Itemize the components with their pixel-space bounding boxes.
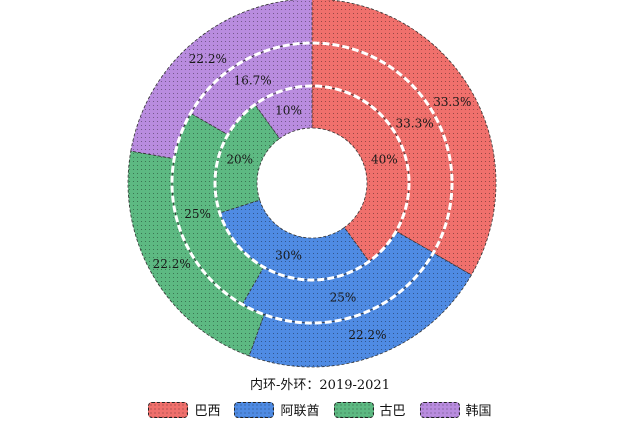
- slice-label-inner-cuba: 20%: [226, 153, 253, 167]
- legend-label-cuba: 古巴: [379, 404, 406, 419]
- slice-label-middle-cuba: 25%: [184, 207, 211, 221]
- legend-label-uae: 阿联酋: [280, 404, 320, 419]
- slice-label-outer-korea: 22.2%: [189, 52, 227, 66]
- legend-item-cuba: 古巴: [333, 400, 406, 419]
- legend: 巴西 阿联酋 古巴 韩国: [0, 400, 640, 419]
- slice-label-inner-uae: 30%: [275, 248, 302, 262]
- slice-label-outer-uae: 22.2%: [348, 328, 386, 342]
- slice-label-outer-cuba: 22.2%: [153, 257, 191, 271]
- donut-chart: 40% 30% 20% 10% 33.3% 25% 25% 16.7% 33.3% 22.2% 22…: [127, 0, 497, 368]
- slice-label-outer-brazil: 33.3%: [433, 95, 471, 109]
- legend-swatch-uae: [234, 401, 275, 418]
- chart-title: 内环-外环：2019-2021: [250, 378, 390, 393]
- legend-item-uae: 阿联酋: [234, 400, 320, 419]
- slice-label-inner-brazil: 40%: [371, 153, 398, 167]
- ring-separator-1: [213, 84, 411, 282]
- legend-label-brazil: 巴西: [194, 404, 221, 419]
- slice-label-middle-uae: 25%: [330, 290, 357, 304]
- slice-label-middle-korea: 16.7%: [234, 73, 272, 87]
- ring-separator-2: [170, 41, 454, 325]
- legend-item-brazil: 巴西: [148, 400, 220, 419]
- legend-label-korea: 韩国: [465, 404, 492, 419]
- legend-swatch-cuba: [333, 401, 374, 418]
- slice-label-inner-korea: 10%: [275, 104, 302, 118]
- legend-item-korea: 韩国: [419, 400, 492, 419]
- legend-swatch-brazil: [148, 401, 189, 418]
- legend-swatch-korea: [419, 401, 460, 418]
- slice-label-middle-brazil: 33.3%: [395, 117, 433, 131]
